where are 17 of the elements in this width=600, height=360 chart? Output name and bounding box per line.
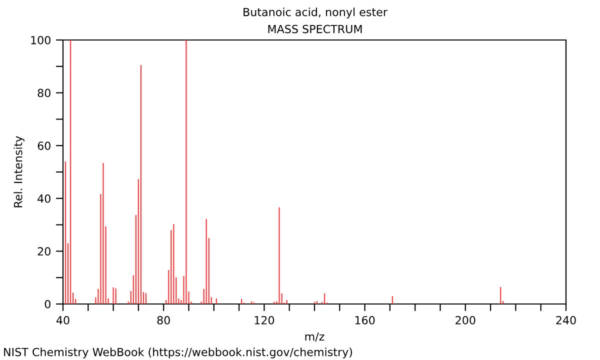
x-tick-label: 240 bbox=[556, 316, 576, 324]
y-tick-label: 20 bbox=[38, 247, 50, 256]
y-axis-title: Rel. Intensity bbox=[14, 136, 24, 208]
text: NIST Chemistry WebBook (https://webbook.nist.gov/chemistry) bbox=[4, 348, 352, 358]
y-tick-label: 100 bbox=[31, 36, 50, 44]
x-tick-label: 80 bbox=[157, 316, 170, 324]
y-tick-label: 40 bbox=[38, 194, 50, 203]
y-tick-label: 0 bbox=[44, 300, 50, 308]
x-tick-label: 160 bbox=[355, 316, 375, 324]
chart-title: Butanoic acid, nonyl ester bbox=[244, 8, 388, 18]
x-tick-label: 200 bbox=[456, 316, 476, 324]
y-tick-label: 60 bbox=[38, 142, 50, 150]
y-tick-label: 80 bbox=[38, 88, 50, 98]
x-tick-label: 40 bbox=[56, 316, 70, 324]
chart-subtitle: MASS SPECTRUM bbox=[268, 24, 362, 34]
x-axis-title: m/z bbox=[305, 332, 324, 342]
x-tick-label: 120 bbox=[254, 316, 274, 324]
